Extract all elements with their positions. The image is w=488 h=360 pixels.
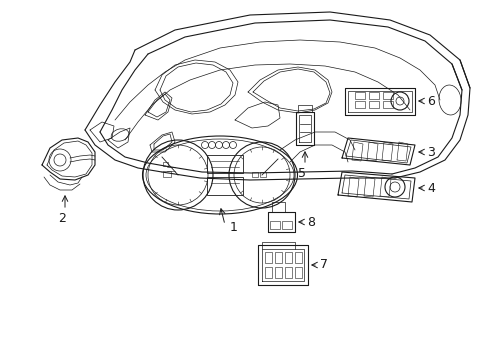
Bar [274,267,282,278]
Bar [294,267,302,278]
Text: 3: 3 [426,145,434,158]
Text: 5: 5 [297,166,305,180]
Text: 1: 1 [229,220,237,234]
Bar [382,101,392,108]
Bar [264,252,271,263]
Text: 6: 6 [426,95,434,108]
Bar [206,155,243,173]
Bar [282,221,291,229]
Bar [354,101,364,108]
Bar [260,172,265,177]
Text: 4: 4 [426,181,434,194]
Bar [163,171,171,177]
Bar [382,92,392,99]
Bar [354,92,364,99]
Bar [163,162,168,166]
Bar [264,267,271,278]
Bar [294,252,302,263]
Text: 7: 7 [319,258,327,271]
Bar [251,172,258,177]
Bar [274,252,282,263]
Bar [285,252,291,263]
Text: 8: 8 [306,216,314,229]
Bar [206,177,243,195]
Bar [368,92,378,99]
Bar [285,267,291,278]
Bar [269,221,280,229]
Bar [368,101,378,108]
Text: 2: 2 [58,212,66,225]
